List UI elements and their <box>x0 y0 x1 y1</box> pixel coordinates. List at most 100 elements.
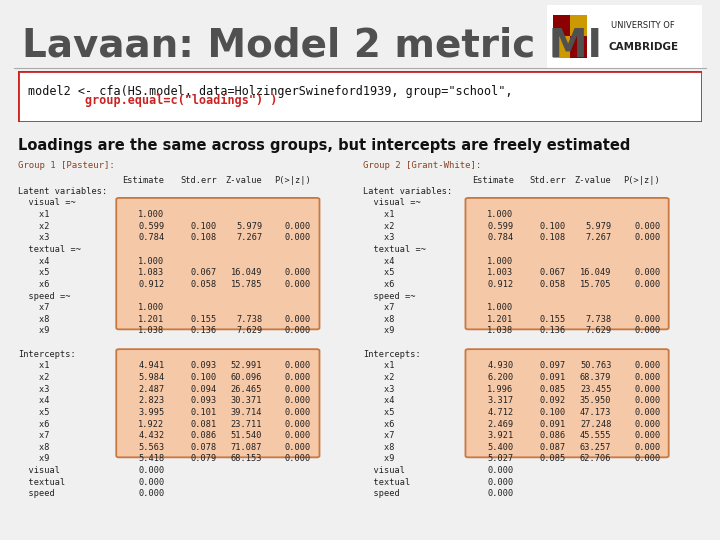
Text: 16.049: 16.049 <box>580 268 611 278</box>
Text: UNIVERSITY OF: UNIVERSITY OF <box>611 22 675 30</box>
Text: 0.081: 0.081 <box>191 420 217 429</box>
Text: 0.086: 0.086 <box>191 431 217 440</box>
Text: 0.000: 0.000 <box>634 431 660 440</box>
FancyBboxPatch shape <box>465 349 669 457</box>
Text: x8: x8 <box>18 443 49 452</box>
Text: 0.000: 0.000 <box>487 478 513 487</box>
Text: 4.712: 4.712 <box>487 408 513 417</box>
Text: 0.108: 0.108 <box>191 233 217 242</box>
Text: 0.000: 0.000 <box>285 373 311 382</box>
Text: x6: x6 <box>18 420 49 429</box>
Text: 39.714: 39.714 <box>230 408 262 417</box>
Text: Std.err: Std.err <box>529 176 566 185</box>
Text: 7.267: 7.267 <box>585 233 611 242</box>
Text: textual =~: textual =~ <box>364 245 426 254</box>
Text: 0.000: 0.000 <box>138 466 164 475</box>
Text: 0.091: 0.091 <box>540 373 566 382</box>
Text: 1.996: 1.996 <box>487 384 513 394</box>
Text: 5.418: 5.418 <box>138 455 164 463</box>
Text: 1.201: 1.201 <box>487 315 513 324</box>
Text: 7.629: 7.629 <box>585 327 611 335</box>
Text: 1.083: 1.083 <box>138 268 164 278</box>
Text: speed: speed <box>364 489 400 498</box>
Text: Group 2 [Grant-White]:: Group 2 [Grant-White]: <box>364 160 482 170</box>
Text: 0.000: 0.000 <box>285 233 311 242</box>
Text: 0.100: 0.100 <box>191 373 217 382</box>
Text: x7: x7 <box>364 431 395 440</box>
Text: 0.000: 0.000 <box>285 327 311 335</box>
Text: textual: textual <box>364 478 410 487</box>
Text: x5: x5 <box>18 408 49 417</box>
Text: 15.705: 15.705 <box>580 280 611 289</box>
Text: 0.000: 0.000 <box>285 268 311 278</box>
Text: 3.995: 3.995 <box>138 408 164 417</box>
Text: 26.465: 26.465 <box>230 384 262 394</box>
Text: x4: x4 <box>364 396 395 406</box>
Text: 23.711: 23.711 <box>230 420 262 429</box>
Text: 15.785: 15.785 <box>230 280 262 289</box>
Text: 0.000: 0.000 <box>634 222 660 231</box>
Text: 1.922: 1.922 <box>138 420 164 429</box>
Text: 0.085: 0.085 <box>540 384 566 394</box>
Text: 45.555: 45.555 <box>580 431 611 440</box>
Bar <box>554 15 588 58</box>
Text: 0.000: 0.000 <box>285 361 311 370</box>
Text: x8: x8 <box>364 443 395 452</box>
Text: speed =~: speed =~ <box>18 292 71 301</box>
Text: 30.371: 30.371 <box>230 396 262 406</box>
Text: 7.738: 7.738 <box>236 315 262 324</box>
Text: x5: x5 <box>18 268 49 278</box>
Text: 0.067: 0.067 <box>540 268 566 278</box>
Text: 1.000: 1.000 <box>138 210 164 219</box>
Text: 0.000: 0.000 <box>285 396 311 406</box>
Text: 1.038: 1.038 <box>138 327 164 335</box>
Text: 52.991: 52.991 <box>230 361 262 370</box>
Text: visual: visual <box>364 466 405 475</box>
Text: P(>|z|): P(>|z|) <box>274 176 311 185</box>
Text: Latent variables:: Latent variables: <box>18 187 107 196</box>
Text: 0.067: 0.067 <box>191 268 217 278</box>
Text: 0.000: 0.000 <box>634 361 660 370</box>
Text: 0.000: 0.000 <box>634 443 660 452</box>
FancyBboxPatch shape <box>465 198 669 329</box>
FancyBboxPatch shape <box>116 198 320 329</box>
Text: 1.000: 1.000 <box>138 303 164 312</box>
Text: visual: visual <box>18 466 60 475</box>
Text: x6: x6 <box>18 280 49 289</box>
Text: 0.000: 0.000 <box>487 466 513 475</box>
Text: 68.153: 68.153 <box>230 455 262 463</box>
Text: 0.097: 0.097 <box>540 361 566 370</box>
Text: 50.763: 50.763 <box>580 361 611 370</box>
Text: 2.823: 2.823 <box>138 396 164 406</box>
Text: 0.108: 0.108 <box>540 233 566 242</box>
Text: 0.058: 0.058 <box>540 280 566 289</box>
Text: 0.599: 0.599 <box>138 222 164 231</box>
FancyBboxPatch shape <box>538 2 711 71</box>
Text: 0.078: 0.078 <box>191 443 217 452</box>
Text: 4.930: 4.930 <box>487 361 513 370</box>
Text: 23.455: 23.455 <box>580 384 611 394</box>
Text: x5: x5 <box>364 408 395 417</box>
Text: x2: x2 <box>364 373 395 382</box>
Text: CAMBRIDGE: CAMBRIDGE <box>608 42 678 52</box>
Text: 0.093: 0.093 <box>191 396 217 406</box>
Text: Z-value: Z-value <box>225 176 262 185</box>
Text: 0.000: 0.000 <box>285 384 311 394</box>
Text: x9: x9 <box>18 327 49 335</box>
Text: speed: speed <box>18 489 55 498</box>
Text: x1: x1 <box>364 361 395 370</box>
Text: 0.912: 0.912 <box>487 280 513 289</box>
Text: 5.984: 5.984 <box>138 373 164 382</box>
Text: 0.000: 0.000 <box>634 408 660 417</box>
Text: 0.000: 0.000 <box>634 315 660 324</box>
Text: 3.921: 3.921 <box>487 431 513 440</box>
Text: 63.257: 63.257 <box>580 443 611 452</box>
Text: x4: x4 <box>364 256 395 266</box>
Text: 0.136: 0.136 <box>540 327 566 335</box>
Text: 68.379: 68.379 <box>580 373 611 382</box>
Text: Group 1 [Pasteur]:: Group 1 [Pasteur]: <box>18 160 114 170</box>
Text: 3.317: 3.317 <box>487 396 513 406</box>
Text: x3: x3 <box>18 384 49 394</box>
Text: 0.784: 0.784 <box>487 233 513 242</box>
Text: 0.000: 0.000 <box>634 268 660 278</box>
